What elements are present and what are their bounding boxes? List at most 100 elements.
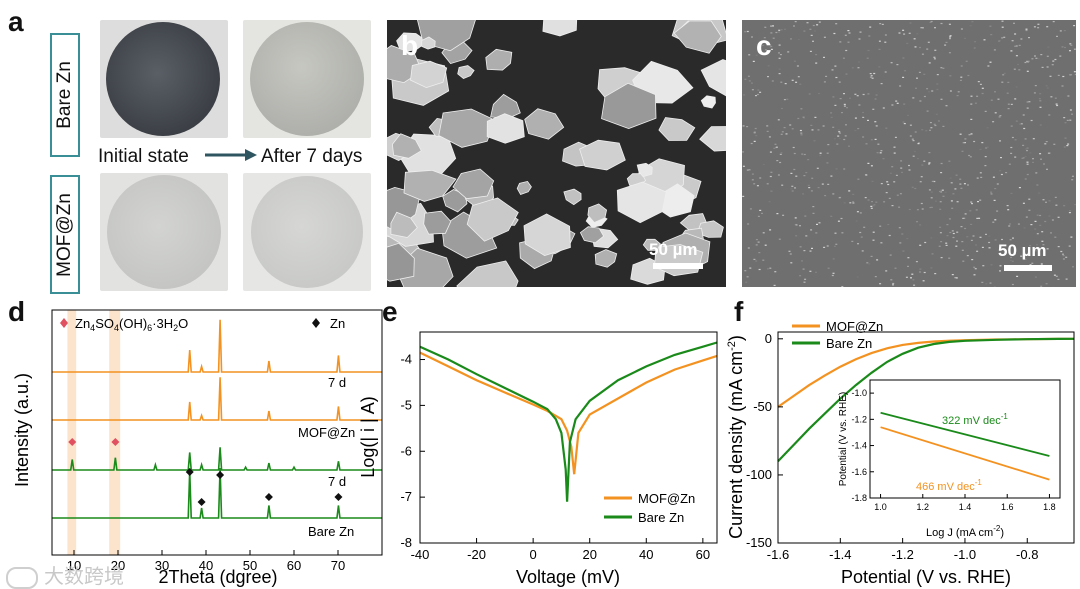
sem-texture-speck (772, 25, 774, 26)
sem-texture-speck (1025, 62, 1027, 63)
sem-texture-speck (1012, 284, 1014, 285)
sem-texture-speck (871, 256, 873, 257)
sem-texture-speck (928, 91, 930, 92)
sem-crystal-shape (517, 181, 531, 194)
sem-texture-speck (876, 94, 878, 95)
sem-texture-speck (949, 75, 951, 76)
sem-texture-speck (1072, 266, 1074, 267)
sem-texture-speck (748, 247, 750, 248)
sem-texture-speck (1037, 27, 1039, 28)
sem-texture-speck (765, 245, 767, 246)
lsv-x-tick-label: -1.0 (954, 547, 976, 562)
sem-texture-speck (942, 190, 944, 191)
mof-zn-after-disc (251, 176, 363, 288)
sem-texture-speck (1012, 137, 1014, 138)
sem-texture-speck (962, 218, 964, 219)
sem-texture-speck (1048, 153, 1050, 154)
sem-texture-speck (1070, 109, 1072, 110)
sem-texture-speck (1025, 138, 1027, 139)
sem-texture-speck (752, 174, 754, 175)
sem-texture-speck (775, 144, 777, 145)
sem-texture-speck (896, 64, 898, 65)
xrd-zn-marker (198, 498, 206, 506)
lsv-x-tick-label: -1.2 (891, 547, 913, 562)
sem-texture-speck (819, 222, 821, 223)
sem-texture-speck (1011, 193, 1013, 194)
sem-texture-speck (872, 78, 874, 79)
sem-texture-speck (753, 183, 755, 184)
sem-texture-speck (802, 193, 804, 194)
sem-texture-speck (910, 125, 912, 126)
sem-texture-speck (999, 270, 1001, 271)
sem-texture-speck (994, 219, 996, 220)
sem-texture-speck (759, 92, 761, 93)
sem-texture-speck (942, 126, 944, 127)
sem-texture-speck (1027, 174, 1029, 175)
sem-texture-speck (1022, 145, 1024, 146)
sem-crystal-shape (487, 114, 524, 144)
mof-zn-row-label: MOF@Zn (50, 175, 80, 294)
sem-texture-speck (976, 251, 978, 252)
sem-texture-speck (804, 154, 806, 155)
sem-texture-speck (1055, 98, 1057, 99)
sem-texture-speck (1039, 215, 1041, 216)
sem-texture-speck (930, 127, 932, 128)
sem-crystal-shape (659, 118, 695, 141)
sem-texture-speck (836, 144, 838, 145)
xrd-zn-marker (334, 493, 342, 501)
sem-texture-speck (971, 203, 973, 204)
sem-texture-speck (776, 147, 778, 148)
sem-texture-speck (957, 95, 959, 96)
sem-texture-speck (823, 57, 825, 58)
sem-texture-speck (778, 30, 780, 31)
sem-texture-speck (1033, 138, 1035, 139)
xrd-x-tick-label: 70 (331, 558, 345, 573)
xrd-zn-marker (265, 493, 273, 501)
sem-texture-speck (1046, 85, 1048, 86)
sem-texture-speck (866, 262, 868, 263)
sem-texture-speck (976, 96, 978, 97)
sem-texture-speck (920, 181, 922, 182)
tafel-x-tick-label: 40 (639, 547, 653, 562)
tafel-series-line (420, 343, 717, 502)
sem-texture-speck (843, 139, 845, 140)
sem-texture-speck (936, 89, 938, 90)
sem-texture-speck (900, 160, 902, 161)
sem-texture-speck (935, 201, 937, 202)
sem-texture-speck (903, 104, 905, 105)
sem-texture-speck (883, 201, 885, 202)
sem-texture-speck (744, 270, 746, 271)
sem-texture-speck (838, 129, 840, 130)
sem-texture-speck (877, 152, 879, 153)
sem-texture-speck (1022, 158, 1024, 159)
panel-label-a: a (8, 8, 24, 36)
sem-crystal-shape (701, 96, 715, 108)
sem-texture-speck (1053, 144, 1055, 145)
sem-texture-speck (968, 155, 970, 156)
sem-texture-speck (940, 67, 942, 68)
sem-texture-speck (801, 134, 803, 135)
sem-texture-speck (948, 258, 950, 259)
sem-texture-speck (776, 213, 778, 214)
sem-texture-speck (843, 168, 845, 169)
sem-texture-speck (971, 259, 973, 260)
sem-texture-speck (979, 200, 981, 201)
sem-texture-speck (1031, 120, 1033, 121)
sem-texture-speck (835, 23, 837, 24)
sem-texture-speck (1047, 248, 1049, 249)
sem-texture-speck (1029, 152, 1031, 153)
sem-texture-speck (885, 71, 887, 72)
sem-texture-speck (941, 99, 943, 100)
sem-texture-speck (1057, 279, 1059, 280)
sem-texture-speck (820, 153, 822, 154)
sem-texture-speck (830, 176, 832, 177)
xrd-x-axis-label: 2Theta (dgree) (158, 567, 277, 587)
sem-texture-speck (770, 152, 772, 153)
sem-texture-speck (1064, 30, 1066, 31)
sem-texture-speck (973, 235, 975, 236)
sem-texture-speck (1016, 276, 1018, 277)
sem-texture-speck (755, 135, 757, 136)
sem-texture-speck (1067, 120, 1069, 121)
sem-texture-speck (757, 94, 759, 95)
